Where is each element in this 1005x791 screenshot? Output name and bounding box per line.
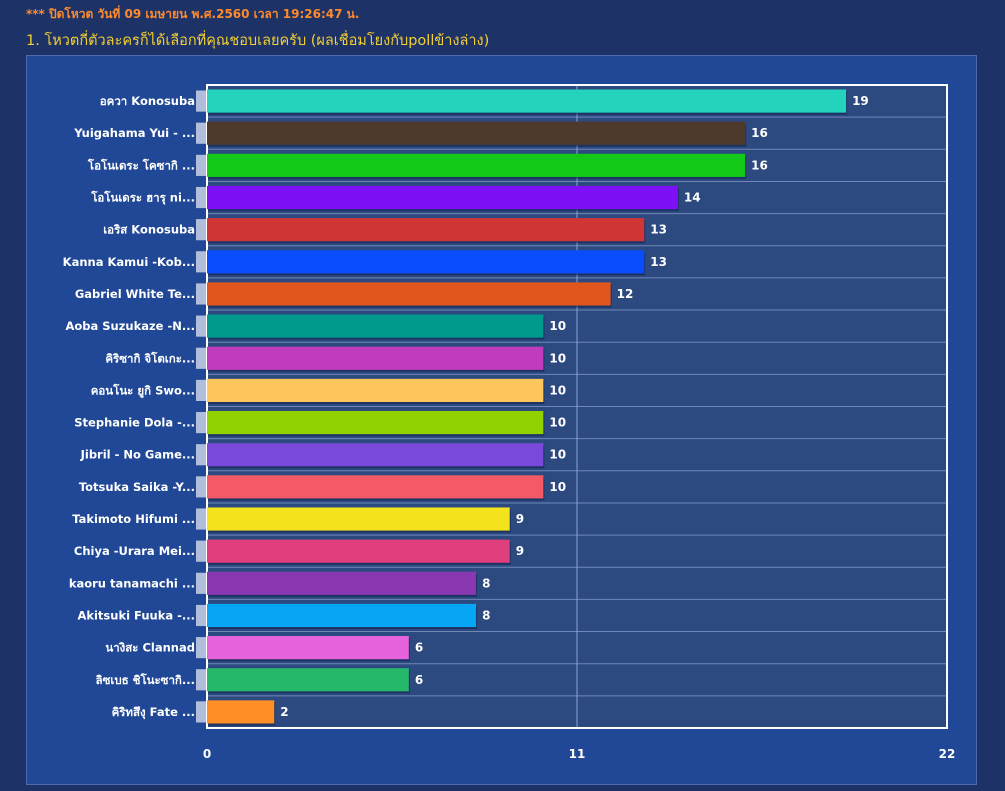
bar[interactable] [207, 475, 544, 499]
character-thumbnail [196, 412, 206, 434]
bar[interactable] [207, 250, 645, 274]
character-thumbnail [196, 347, 206, 369]
x-tick-label: 11 [569, 747, 586, 761]
character-thumbnail [196, 540, 206, 562]
character-thumbnail [196, 669, 206, 691]
bar[interactable] [207, 700, 275, 724]
value-label: 6 [415, 641, 423, 655]
character-thumbnail [196, 476, 206, 498]
category-label: อควา Konosuba [100, 94, 195, 108]
x-tick-label: 22 [939, 747, 956, 761]
value-label: 16 [751, 126, 768, 140]
character-thumbnail [196, 508, 206, 530]
category-label: Chiya -Urara Mei... [74, 544, 195, 558]
poll-question-title: 1. โหวตกี่ตัวละครก็ได้เลือกที่คุณชอบเลยค… [26, 33, 490, 49]
character-thumbnail [196, 251, 206, 273]
bar[interactable] [207, 218, 645, 242]
bar[interactable] [207, 411, 544, 435]
category-label: เอริส Konosuba [103, 223, 195, 237]
value-label: 10 [549, 351, 566, 365]
bar[interactable] [207, 603, 477, 628]
bar[interactable] [207, 507, 510, 531]
bar-chart-panel: 19 อควา Konosuba 16 Yuigahama Yui - ... 16 โอ… [26, 55, 977, 785]
category-label: โอโนเดระ โคซากิ ... [87, 157, 195, 172]
value-label: 10 [549, 383, 566, 397]
bar[interactable] [207, 153, 746, 177]
bar[interactable] [207, 314, 544, 338]
bar[interactable] [207, 539, 510, 563]
plot-frame [206, 84, 948, 729]
character-thumbnail [196, 572, 206, 594]
value-label: 19 [852, 94, 869, 108]
bar[interactable] [207, 378, 544, 402]
category-label: Aoba Suzukaze -N... [65, 319, 195, 333]
poll-closed-notice: *** ปิดโหวต วันที่ 09 เมษายน พ.ศ.2560 เว… [26, 7, 360, 21]
value-label: 10 [549, 480, 566, 494]
value-label: 8 [482, 576, 490, 590]
bar[interactable] [207, 571, 477, 595]
value-label: 13 [650, 223, 667, 237]
character-thumbnail [196, 444, 206, 466]
character-thumbnail [196, 122, 206, 144]
category-label: Akitsuki Fuuka -... [77, 608, 195, 622]
character-thumbnail [196, 154, 206, 176]
character-thumbnail [196, 637, 206, 659]
category-label: คิริทสึงุ Fate ... [112, 705, 195, 720]
bar[interactable] [207, 282, 611, 306]
category-label: Kanna Kamui -Kob... [63, 255, 195, 269]
bar[interactable] [207, 89, 847, 113]
bar[interactable] [207, 185, 678, 210]
value-label: 9 [516, 544, 524, 558]
value-label: 14 [684, 191, 701, 205]
category-label: โอโนเดระ ฮารุ ni... [90, 190, 195, 206]
category-label: Takimoto Hifumi ... [72, 512, 195, 526]
bar[interactable] [207, 443, 544, 467]
character-thumbnail [196, 219, 206, 241]
value-label: 9 [516, 512, 524, 526]
value-label: 2 [280, 705, 288, 719]
value-label: 13 [650, 255, 667, 269]
value-label: 10 [549, 319, 566, 333]
value-label: 6 [415, 673, 423, 687]
category-label: Gabriel White Te... [75, 287, 195, 301]
category-label: Jibril - No Game... [80, 448, 195, 462]
value-label: 10 [549, 416, 566, 430]
x-tick-label: 0 [203, 747, 211, 761]
value-label: 16 [751, 158, 768, 172]
bar[interactable] [207, 668, 409, 692]
category-label: คอนโนะ ยูกิ Swo... [91, 382, 195, 398]
character-thumbnail [196, 186, 206, 209]
character-thumbnail [196, 283, 206, 305]
character-thumbnail [196, 701, 206, 723]
category-label: Yuigahama Yui - ... [73, 126, 195, 140]
character-thumbnail [196, 315, 206, 337]
character-thumbnail [196, 90, 206, 112]
category-label: Stephanie Dola -... [74, 416, 195, 430]
character-thumbnail [196, 379, 206, 401]
bar[interactable] [207, 636, 409, 660]
category-label: คิริซากิ จิโตเกะ... [105, 350, 195, 365]
category-label: ลิซเบธ ชิโนะซากิ... [96, 672, 195, 687]
value-label: 10 [549, 448, 566, 462]
value-label: 8 [482, 608, 490, 622]
bar-chart: 19 อควา Konosuba 16 Yuigahama Yui - ... 16 โอ… [63, 84, 956, 761]
category-label: kaoru tanamachi ... [69, 576, 195, 590]
category-label: Totsuka Saika -Y... [79, 480, 195, 494]
category-label: นางิสะ Clannad [105, 641, 195, 655]
character-thumbnail [196, 604, 206, 627]
value-label: 12 [617, 287, 634, 301]
bar[interactable] [207, 121, 746, 145]
bar[interactable] [207, 346, 544, 370]
